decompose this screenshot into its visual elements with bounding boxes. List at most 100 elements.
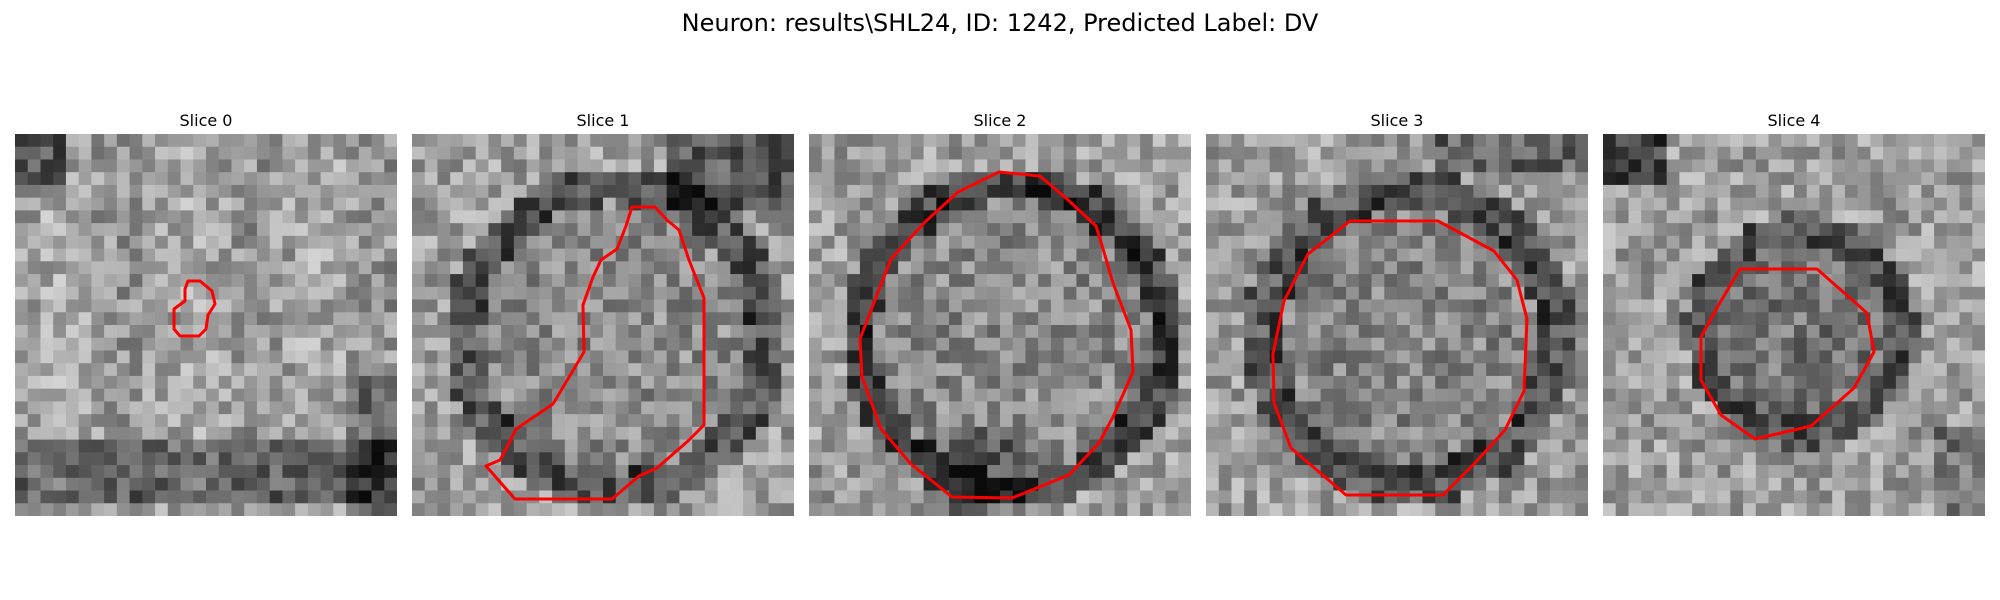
- image-pixel: [412, 235, 426, 249]
- image-pixel: [1972, 197, 1985, 211]
- slice-image: [15, 134, 397, 516]
- image-pixel: [809, 146, 823, 160]
- image-pixel: [1165, 197, 1179, 211]
- image-pixel: [755, 325, 769, 339]
- image-pixel: [333, 299, 347, 313]
- image-pixel: [1934, 490, 1948, 504]
- image-pixel: [1692, 490, 1706, 504]
- image-pixel: [923, 375, 937, 390]
- image-pixel: [1447, 388, 1462, 402]
- image-pixel: [142, 184, 156, 199]
- image-pixel: [730, 299, 744, 313]
- image-pixel: [628, 337, 642, 351]
- image-pixel: [717, 248, 731, 262]
- image-pixel: [1346, 363, 1360, 377]
- image-pixel: [755, 261, 769, 275]
- image-pixel: [1244, 235, 1258, 249]
- image-pixel: [1346, 299, 1360, 313]
- image-pixel: [898, 439, 912, 453]
- image-pixel: [1295, 159, 1309, 173]
- image-pixel: [1358, 375, 1372, 390]
- image-pixel: [1000, 223, 1014, 237]
- image-pixel: [1946, 134, 1960, 148]
- image-pixel: [1063, 414, 1077, 428]
- image-pixel: [320, 325, 334, 339]
- image-pixel: [295, 197, 309, 211]
- image-pixel: [1422, 477, 1436, 491]
- image-pixel: [1549, 261, 1563, 275]
- image-pixel: [307, 388, 321, 402]
- image-pixel: [1819, 363, 1833, 377]
- image-pixel: [1307, 210, 1321, 224]
- image-pixel: [1486, 159, 1500, 173]
- image-pixel: [615, 261, 629, 275]
- image-pixel: [78, 414, 92, 428]
- image-pixel: [1050, 490, 1065, 504]
- image-pixel: [781, 274, 794, 288]
- image-pixel: [1218, 414, 1232, 428]
- image-pixel: [1218, 350, 1232, 364]
- image-pixel: [781, 325, 794, 339]
- image-pixel: [333, 235, 347, 249]
- image-pixel: [1206, 363, 1220, 377]
- image-pixel: [1358, 337, 1372, 351]
- image-pixel: [1537, 426, 1551, 440]
- image-pixel: [155, 375, 169, 390]
- image-pixel: [1934, 172, 1948, 186]
- image-pixel: [1870, 172, 1884, 186]
- image-pixel: [987, 503, 1001, 516]
- image-pixel: [15, 172, 29, 186]
- image-pixel: [1819, 350, 1833, 364]
- image-pixel: [653, 299, 668, 313]
- image-pixel: [1206, 312, 1220, 326]
- image-pixel: [717, 490, 731, 504]
- image-pixel: [1575, 426, 1588, 440]
- image-pixel: [923, 146, 937, 160]
- image-pixel: [603, 401, 617, 415]
- image-pixel: [1524, 159, 1538, 173]
- image-pixel: [1883, 325, 1897, 339]
- image-pixel: [1295, 274, 1309, 288]
- image-pixel: [1819, 503, 1833, 516]
- image-pixel: [961, 325, 975, 339]
- image-pixel: [1615, 312, 1629, 326]
- image-pixel: [974, 248, 988, 262]
- image-pixel: [872, 375, 886, 390]
- image-pixel: [564, 235, 578, 249]
- image-pixel: [564, 312, 578, 326]
- image-pixel: [1140, 503, 1154, 516]
- image-pixel: [1883, 274, 1897, 288]
- image-pixel: [1768, 223, 1782, 237]
- image-pixel: [1384, 414, 1398, 428]
- image-pixel: [552, 299, 566, 313]
- image-pixel: [1384, 503, 1398, 516]
- image-pixel: [256, 490, 271, 504]
- image-pixel: [1333, 388, 1347, 402]
- image-pixel: [1883, 248, 1897, 262]
- image-pixel: [910, 503, 924, 516]
- image-pixel: [320, 184, 334, 199]
- image-pixel: [949, 197, 963, 211]
- image-pixel: [653, 261, 668, 275]
- image-pixel: [1615, 274, 1629, 288]
- image-pixel: [679, 465, 693, 479]
- image-pixel: [1114, 426, 1128, 440]
- image-pixel: [1050, 146, 1065, 160]
- image-pixel: [116, 159, 130, 173]
- image-pixel: [1549, 312, 1563, 326]
- image-pixel: [437, 337, 451, 351]
- image-pixel: [1231, 350, 1245, 364]
- image-pixel: [615, 388, 629, 402]
- image-pixel: [1832, 248, 1846, 262]
- image-pixel: [282, 261, 296, 275]
- image-pixel: [1295, 223, 1309, 237]
- image-pixel: [809, 350, 823, 364]
- image-pixel: [834, 350, 848, 364]
- image-pixel: [1666, 503, 1680, 516]
- image-pixel: [1358, 261, 1372, 275]
- image-pixel: [834, 452, 848, 466]
- image-pixel: [1883, 134, 1897, 148]
- image-pixel: [1653, 235, 1668, 249]
- image-pixel: [1282, 235, 1296, 249]
- image-pixel: [231, 325, 245, 339]
